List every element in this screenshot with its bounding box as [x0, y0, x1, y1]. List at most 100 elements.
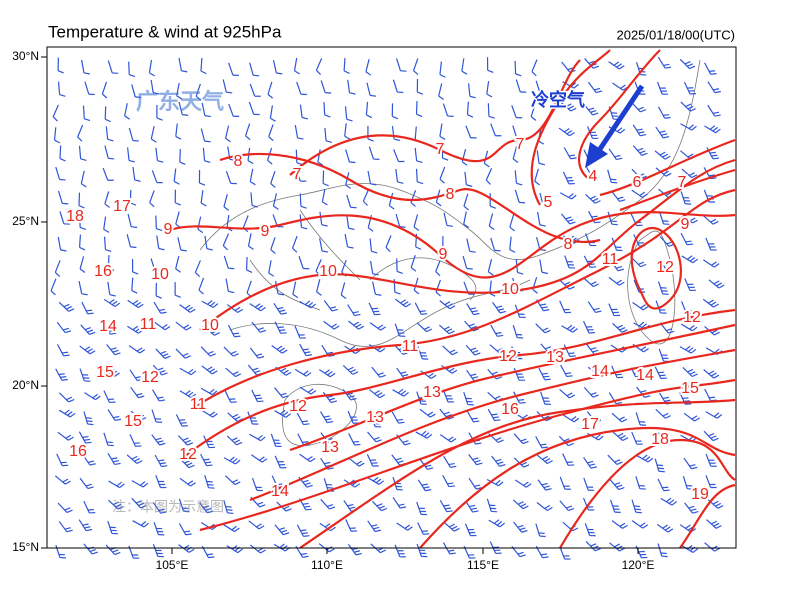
contour-label: 9: [261, 223, 270, 240]
wind-barb-feather: [161, 466, 167, 467]
wind-barb-feather: [86, 310, 92, 311]
wind-barb-feather: [258, 401, 264, 402]
wind-barb-feather: [62, 352, 68, 353]
wind-barb-feather: [158, 460, 164, 461]
map-title: Temperature & wind at 925hPa: [48, 22, 282, 41]
contour-label: 10: [201, 317, 219, 334]
contour-label: 15: [96, 364, 114, 381]
wind-barb-feather: [449, 486, 455, 487]
wind-barb: [80, 234, 81, 247]
wind-barb-feather: [226, 507, 232, 508]
wind-barb-feather: [520, 403, 526, 404]
contour-label: 12: [499, 348, 517, 365]
contour-label: 12: [683, 309, 701, 326]
wind-barb-feather: [300, 530, 306, 531]
wind-barb-feather: [233, 333, 239, 334]
wind-barb-feather: [663, 115, 669, 116]
wind-barb-feather: [611, 182, 617, 183]
wind-barb-feather: [493, 417, 499, 418]
contour-label: 10: [319, 263, 337, 280]
contour-label: 19: [691, 486, 709, 503]
contour-label: 13: [546, 349, 564, 366]
wind-barb-feather: [304, 352, 310, 353]
wind-barb-feather: [108, 158, 114, 159]
wind-barb-feather: [186, 534, 192, 535]
wind-barb-feather: [184, 531, 190, 532]
wind-barb-feather: [302, 533, 308, 534]
wind-barb-feather: [88, 313, 94, 314]
wind-barb: [324, 102, 325, 115]
wind-barb-feather: [88, 424, 94, 425]
wind-barb-feather: [448, 550, 454, 551]
wind-barb-feather: [303, 349, 309, 350]
wind-barb-feather: [636, 512, 642, 513]
wind-barb-feather: [472, 418, 478, 419]
wind-barb: [300, 193, 301, 206]
wind-barb-feather: [226, 92, 232, 93]
contour-label: 14: [636, 367, 654, 384]
wind-barb-feather: [473, 421, 479, 422]
x-tick-label: 115°E: [467, 558, 499, 572]
wind-barb-feather: [711, 155, 717, 156]
x-tick-label: 120°E: [622, 558, 655, 572]
wind-barb-feather: [540, 250, 546, 251]
wind-barb-feather: [60, 377, 66, 378]
wind-barb: [515, 61, 516, 74]
wind-barb-feather: [444, 505, 450, 506]
wind-barb-feather: [590, 267, 596, 268]
wind-barb-feather: [207, 554, 213, 555]
contour-label: 12: [179, 446, 197, 463]
wind-barb-feather: [541, 554, 547, 555]
wind-barb-feather: [665, 118, 671, 119]
wind-barb-feather: [204, 459, 210, 460]
wind-barb-feather: [710, 152, 716, 153]
wind-barb-feather: [64, 355, 70, 356]
note: 注：本图为示意图: [112, 499, 224, 515]
contour-label: 15: [124, 413, 142, 430]
wind-barb-feather: [279, 330, 285, 331]
wind-barb-feather: [495, 420, 501, 421]
contour-label: 16: [501, 401, 519, 418]
wind-barb-feather: [635, 509, 641, 510]
wind-barb-feather: [711, 74, 717, 75]
wind-barb: [84, 106, 85, 119]
wind-barb-feather: [595, 222, 601, 223]
contour-label: 12: [656, 259, 674, 276]
contour-label: 18: [651, 431, 669, 448]
contour-label: 18: [66, 208, 84, 225]
contour-label: 10: [501, 281, 519, 298]
contour-label: 5: [544, 194, 553, 211]
y-tick-label: 15°N: [12, 540, 39, 554]
contour-label: 16: [69, 443, 87, 460]
contour-label: 11: [402, 338, 419, 355]
contour-label: 7: [436, 141, 445, 158]
contour-label: 14: [99, 318, 117, 335]
wind-barb-feather: [543, 376, 549, 377]
wind-barb-feather: [306, 509, 312, 510]
x-tick-label: 105°E: [156, 558, 189, 572]
wind-barb: [488, 103, 489, 116]
wind-barb-feather: [662, 556, 668, 557]
wind-barb-feather: [545, 379, 551, 380]
wind-barb-feather: [87, 421, 93, 422]
wind-barb-feather: [302, 421, 308, 422]
wind-barb-feather: [421, 314, 427, 315]
wind-barb-feather: [634, 506, 640, 507]
wind-barb-feather: [657, 465, 663, 466]
y-tick-label: 30°N: [12, 49, 39, 63]
wind-barb-feather: [304, 506, 310, 507]
wind-barb: [129, 62, 130, 75]
wind-barb-feather: [445, 508, 451, 509]
wind-barb-feather: [353, 442, 359, 443]
wind-barb-feather: [306, 355, 312, 356]
wind-barb-feather: [543, 557, 549, 558]
contour-label: 15: [681, 380, 699, 397]
contour-label: 8: [446, 186, 455, 203]
contour-label: 13: [366, 409, 384, 426]
wind-barb-feather: [567, 376, 573, 377]
wind-barb-feather: [687, 244, 693, 245]
contour-label: 16: [94, 263, 112, 280]
wind-barb-feather: [226, 510, 232, 511]
contour-label: 17: [113, 198, 131, 215]
